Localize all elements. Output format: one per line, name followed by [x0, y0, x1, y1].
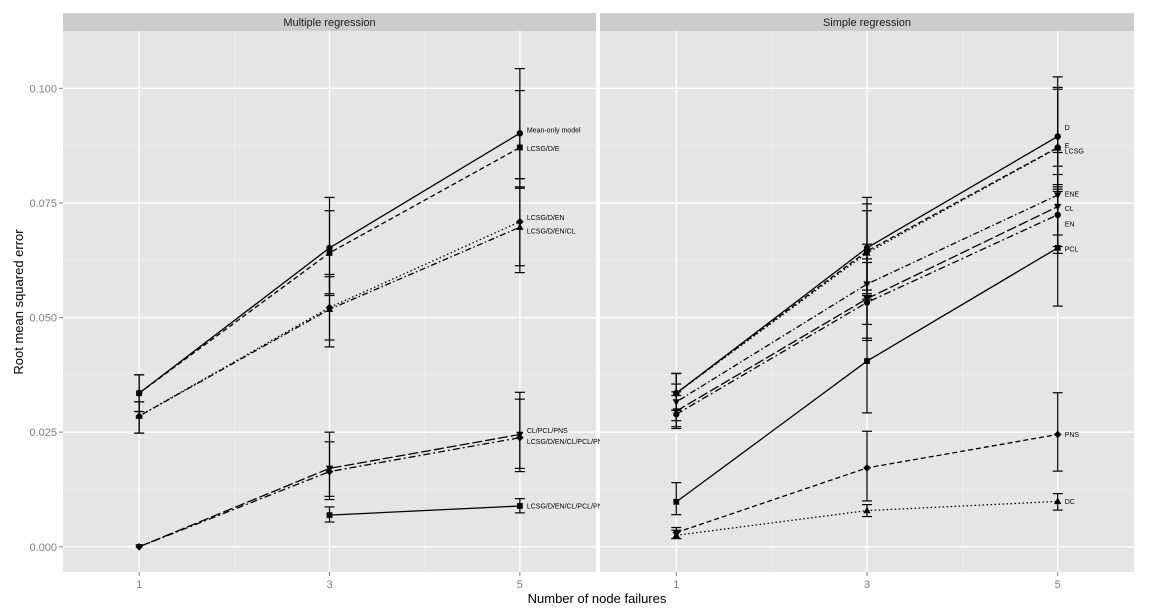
data-point — [864, 358, 870, 365]
series-line — [138, 221, 521, 417]
data-point — [326, 512, 333, 519]
series-label: LCSG/D/EN/CL/PCL/PNS/DC — [527, 503, 620, 510]
data-point — [863, 506, 871, 514]
data-point — [516, 503, 523, 509]
y-tick-label: 0.000 — [29, 542, 57, 554]
series-lcsg-d-en-cl: LCSG/D/EN/CL — [134, 187, 576, 434]
data-point — [672, 531, 680, 539]
y-axis: 0.000 0.025 0.050 0.075 0.100 — [29, 83, 63, 554]
x-tick-label: 3 — [864, 579, 870, 591]
panel-title: Multiple regression — [283, 17, 375, 29]
panel-title: Simple regression — [823, 17, 911, 29]
x-axis-title: Number of node failures — [528, 591, 667, 606]
data-point — [1054, 144, 1062, 151]
series-label: PCL — [1065, 246, 1079, 253]
x-tick-label: 5 — [517, 579, 523, 591]
series-dc: DC — [671, 493, 1075, 540]
data-point — [1053, 430, 1062, 439]
series-label: E — [1065, 143, 1070, 150]
series-label: Mean-only model — [527, 128, 581, 135]
series-lcsg-d-en-cl-pcl-pns-dc: LCSG/D/EN/CL/PCL/PNS/DC — [324, 498, 620, 523]
data-point — [135, 412, 143, 419]
data-point — [325, 467, 334, 476]
series-label: D — [1065, 125, 1070, 132]
series-label: LCSG/D/EN/CL — [527, 229, 576, 236]
data-point — [135, 542, 143, 551]
series-label: CL/PCL/PNS — [527, 428, 568, 435]
series-pcl: PCL — [671, 183, 1079, 516]
series-label: ENE — [1065, 192, 1080, 199]
series-label: LCSG — [1065, 148, 1084, 155]
series-label: LCSG/D/E — [527, 146, 560, 153]
data-point — [673, 498, 680, 505]
y-tick-label: 0.050 — [29, 313, 57, 325]
y-tick-label: 0.100 — [29, 83, 57, 95]
x-tick-label: 3 — [326, 579, 332, 591]
series-line — [329, 505, 520, 516]
panel-strip — [600, 13, 1134, 31]
data-point — [516, 433, 524, 442]
data-point — [516, 144, 523, 151]
x-tick-label: 5 — [1055, 579, 1061, 591]
x-tick-label: 1 — [673, 579, 679, 591]
data-point — [673, 411, 680, 418]
data-point — [325, 305, 334, 312]
data-point — [136, 390, 143, 397]
data-point — [516, 223, 524, 230]
data-point — [326, 250, 333, 256]
y-tick-label: 0.025 — [29, 427, 57, 439]
series-label: LCSG/D/EN/CL/PCL/PNS — [527, 439, 608, 446]
data-point — [1054, 244, 1061, 251]
series-lcsg-d-en-cl-pcl-pns: LCSG/D/EN/CL/PCL/PNS — [135, 398, 608, 551]
series-label: DC — [1065, 499, 1075, 506]
series-label: EN — [1065, 221, 1075, 228]
data-point — [863, 464, 871, 472]
panel-multiple-regression: Multiple regression Mean-only model LCSG/D… — [63, 13, 619, 572]
panel-strip — [63, 13, 596, 31]
y-axis-title: Root mean squared error — [11, 229, 26, 375]
panels-layer: Multiple regression Mean-only model LCSG/D… — [63, 13, 1134, 572]
series-label: CL — [1065, 206, 1074, 213]
y-tick-label: 0.075 — [29, 198, 57, 210]
series-label: PNS — [1065, 432, 1080, 439]
x-axis: 1 3 5 1 3 5 — [136, 572, 1061, 591]
data-point — [1054, 497, 1062, 505]
series-line — [138, 437, 521, 548]
series-line — [138, 433, 521, 548]
series-label: LCSG/D/EN — [527, 215, 565, 222]
x-tick-label: 1 — [136, 579, 142, 591]
